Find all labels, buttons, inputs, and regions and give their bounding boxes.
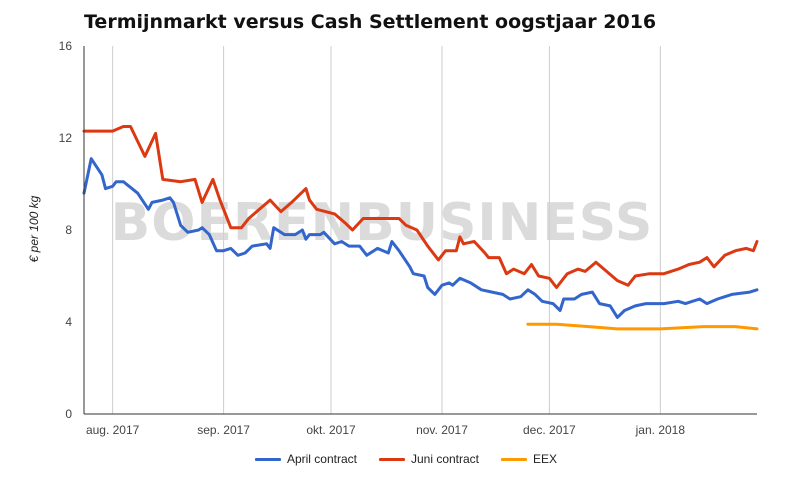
x-tick-label: nov. 2017 bbox=[416, 423, 468, 437]
legend-item[interactable]: EEX bbox=[501, 452, 557, 466]
series-line bbox=[526, 322, 759, 331]
y-tick-label: 16 bbox=[59, 39, 73, 53]
legend: April contract Juni contract EEX bbox=[0, 452, 812, 466]
legend-item[interactable]: Juni contract bbox=[378, 452, 480, 466]
series-line bbox=[82, 157, 759, 319]
series-lines bbox=[82, 125, 759, 331]
y-tick-label: 8 bbox=[65, 223, 72, 237]
y-tick-label: 4 bbox=[65, 315, 72, 329]
y-tick-label: 0 bbox=[65, 407, 72, 421]
grid bbox=[112, 46, 661, 414]
x-tick-label: okt. 2017 bbox=[306, 423, 356, 437]
watermark: BOERENBUSINESS bbox=[111, 193, 654, 253]
legend-label: EEX bbox=[533, 452, 558, 466]
legend-label: Juni contract bbox=[410, 452, 480, 466]
x-tick-label: jan. 2018 bbox=[635, 423, 686, 437]
legend-label: April contract bbox=[286, 452, 357, 466]
x-tick-label: dec. 2017 bbox=[523, 423, 576, 437]
legend-swatch bbox=[254, 457, 281, 461]
legend-swatch bbox=[501, 457, 528, 461]
axes: aug. 2017 sep. 2017 okt. 2017 nov. 2017 dec.… bbox=[59, 39, 757, 437]
x-tick-label: sep. 2017 bbox=[197, 423, 250, 437]
chart-title: Termijnmarkt versus Cash Settlement oogs… bbox=[84, 11, 657, 33]
x-tick-label: aug. 2017 bbox=[86, 423, 140, 437]
series-line bbox=[82, 125, 759, 289]
legend-swatch bbox=[378, 457, 405, 461]
legend-item[interactable]: April contract bbox=[254, 452, 357, 466]
y-tick-label: 12 bbox=[59, 131, 73, 145]
